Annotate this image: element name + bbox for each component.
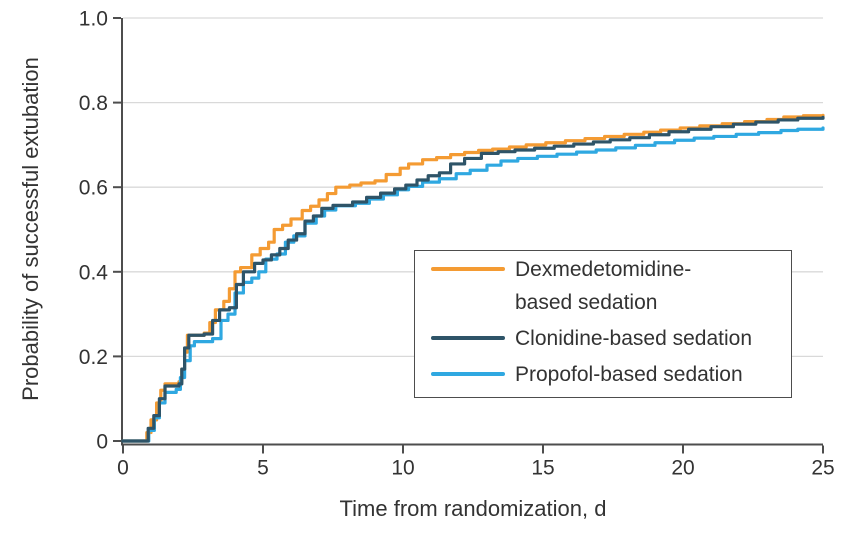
- x-tick-label: 5: [257, 457, 269, 480]
- x-tick-label: 15: [531, 457, 554, 480]
- y-tick-label: 0.2: [79, 346, 108, 369]
- legend-item-propofol: Propofol-based sedation: [431, 358, 791, 391]
- x-tick-label: 0: [117, 457, 129, 480]
- legend-swatch-clonidine: [431, 336, 505, 340]
- legend-label-dexmedetomidine: Dexmedetomidine-based sedation: [515, 258, 692, 314]
- legend-label-clonidine: Clonidine-based sedation: [515, 327, 752, 350]
- legend: Dexmedetomidine-based sedation Clonidine-…: [414, 250, 792, 398]
- y-tick-label: 0.8: [79, 92, 108, 115]
- y-tick-label: 0.4: [79, 261, 109, 284]
- legend-rows: Dexmedetomidine-based sedation Clonidine-…: [431, 253, 791, 391]
- legend-item-clonidine: Clonidine-based sedation: [431, 322, 791, 355]
- x-tick-label: 25: [811, 457, 834, 480]
- x-tick-label: 10: [391, 457, 414, 480]
- legend-item-dexmedetomidine: Dexmedetomidine-based sedation: [431, 253, 791, 319]
- y-tick-label: 0: [96, 431, 108, 454]
- y-axis-title: Probability of successful extubation: [18, 57, 43, 401]
- legend-swatch-dexmedetomidine: [431, 267, 505, 271]
- legend-swatch-propofol: [431, 372, 505, 376]
- x-tick-label: 20: [671, 457, 694, 480]
- x-axis-title: Time from randomization, d: [339, 496, 607, 521]
- y-tick-label: 0.6: [79, 177, 108, 200]
- legend-label-propofol: Propofol-based sedation: [515, 363, 743, 386]
- series-line-clonidine: [121, 115, 825, 443]
- y-tick-label: 1.0: [79, 8, 108, 31]
